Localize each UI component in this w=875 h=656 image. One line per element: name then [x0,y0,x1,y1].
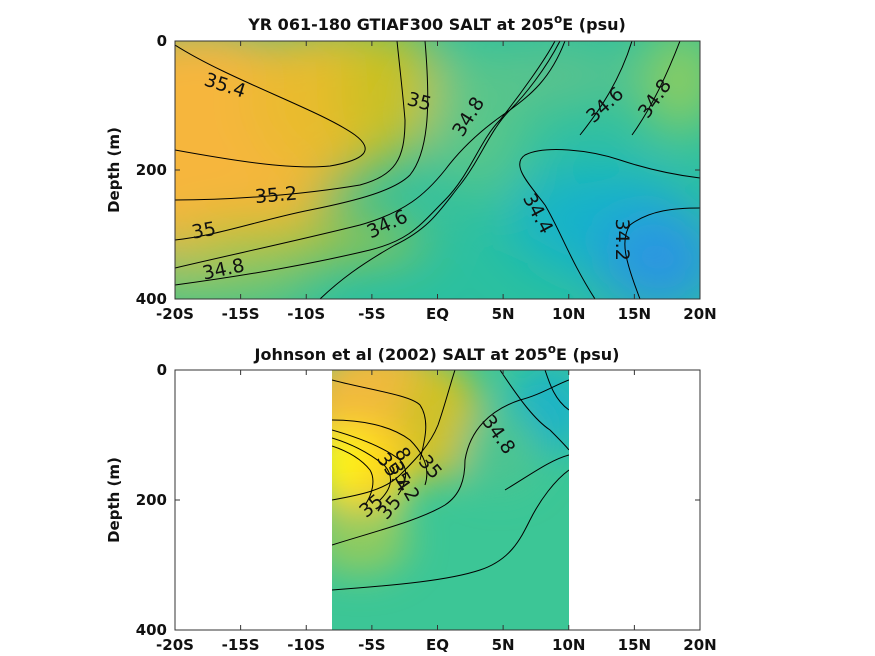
x-tick-label: 20N [683,636,716,654]
x-tick-label: -20S [156,636,194,654]
y-tick-label: 400 [136,290,167,308]
contour-label: 35 [190,218,218,244]
panel2-title: Johnson et al (2002) SALT at 205oE (psu) [254,342,620,364]
y-tick-label: 0 [157,32,167,50]
panel-model-salinity: YR 061-180 GTIAF300 SALT at 205oE (psu) [105,12,717,323]
x-tick-label: -10S [287,305,325,323]
panel1-contours [175,41,700,299]
x-tick-label: -10S [287,636,325,654]
panel1-heatmap [175,41,700,299]
x-tick-label: 5N [492,636,515,654]
x-tick-label: 15N [618,636,651,654]
x-tick-label: -15S [222,305,260,323]
y-tick-label: 200 [136,491,167,509]
x-tick-label: 15N [618,305,651,323]
x-tick-label: -5S [358,305,385,323]
x-tick-label: -5S [358,636,385,654]
y-tick-label: 200 [136,161,167,179]
x-tick-label: -20S [156,305,194,323]
x-tick-label: 10N [552,305,585,323]
y-tick-label: 0 [157,361,167,379]
contour-label: 34.2 [611,219,633,261]
x-tick-label: 5N [492,305,515,323]
panel2-heatmap [332,370,569,630]
panel2-contours [332,370,569,591]
panel1-y-axis: 0 200 400 [136,32,700,308]
panel1-y-axis-label: Depth (m) [105,127,123,213]
y-tick-label: 400 [136,621,167,639]
panel-observed-salinity: Johnson et al (2002) SALT at 205oE (psu) [105,342,717,654]
x-tick-label: 10N [552,636,585,654]
panel2-y-axis-label: Depth (m) [105,457,123,543]
x-tick-label: EQ [426,636,449,654]
panel2-y-axis: 0 200 400 [136,361,700,639]
panel1-x-axis: -20S -15S -10S -5S EQ 5N 10N 15N 20N [156,41,717,323]
x-tick-label: -15S [222,636,260,654]
panel1-title: YR 061-180 GTIAF300 SALT at 205oE (psu) [247,12,626,34]
x-tick-label: 20N [683,305,716,323]
panel2-x-axis: -20S -15S -10S -5S EQ 5N 10N 15N 20N [156,370,717,654]
contour-label: 35.2 [254,182,298,208]
x-tick-label: EQ [426,305,449,323]
